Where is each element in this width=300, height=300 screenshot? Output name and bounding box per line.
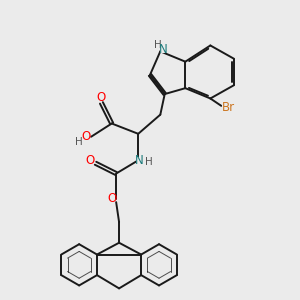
Text: N: N [135, 154, 144, 167]
Bar [222, 104, 234, 110]
Bar [146, 159, 151, 164]
Bar [109, 196, 115, 202]
Bar [154, 43, 158, 48]
Text: H: H [145, 157, 152, 167]
Text: O: O [97, 91, 106, 104]
Text: O: O [85, 154, 95, 167]
Bar [87, 158, 94, 163]
Text: O: O [81, 130, 90, 143]
Text: H: H [75, 137, 82, 147]
Text: H: H [154, 40, 162, 50]
Bar [136, 157, 143, 164]
Text: Br: Br [221, 101, 235, 114]
Text: O: O [107, 192, 116, 205]
Bar [82, 134, 89, 140]
Text: N: N [159, 44, 168, 56]
Bar [98, 94, 105, 100]
Bar [76, 140, 81, 145]
Bar [160, 46, 166, 53]
